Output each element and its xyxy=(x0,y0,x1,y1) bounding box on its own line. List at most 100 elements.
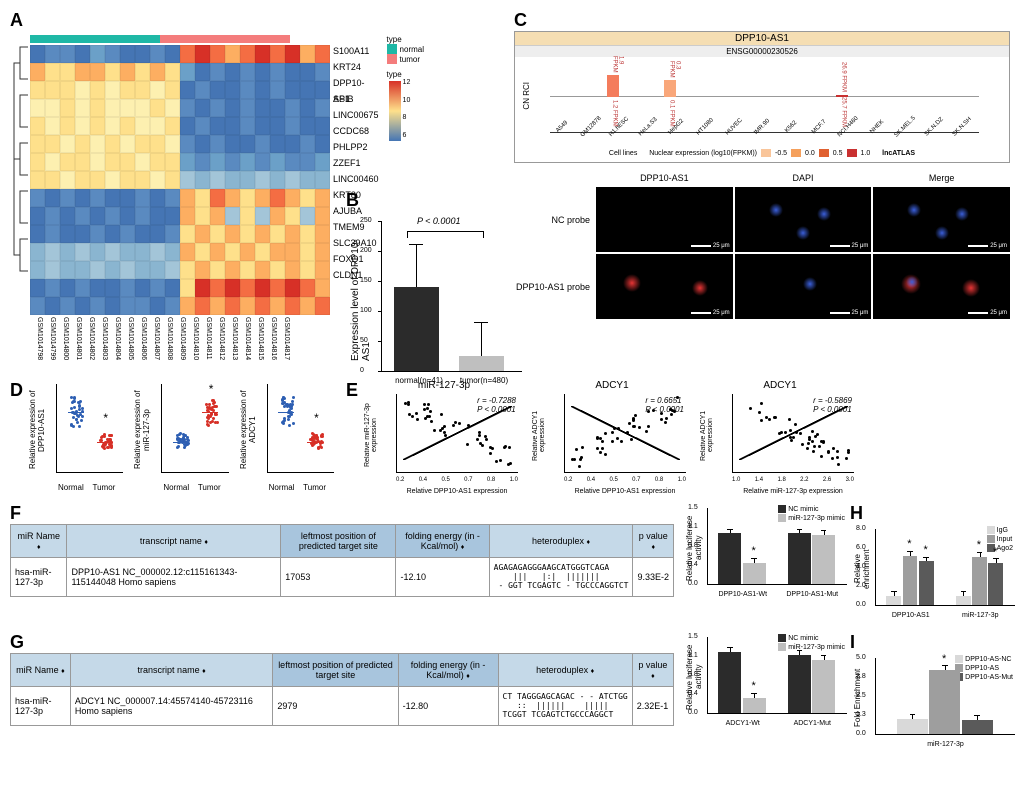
data-point xyxy=(596,447,599,450)
heatmap-cell xyxy=(90,117,105,135)
cell-signal xyxy=(623,274,641,292)
y-tick: 0.8 xyxy=(688,542,698,549)
heatmap-cell xyxy=(210,63,225,81)
heatmap-cell xyxy=(60,261,75,279)
data-point xyxy=(760,419,763,422)
x-label: DPP10-AS1-Wt xyxy=(708,591,778,598)
cell-pos: 17053 xyxy=(281,558,396,597)
heatmap-cell xyxy=(210,189,225,207)
lnc-ylabel: CN RCI xyxy=(522,82,531,110)
heatmap-cell xyxy=(300,225,315,243)
data-point xyxy=(467,424,470,427)
error-bar xyxy=(799,530,800,534)
table-header: leftmost position of predicted target si… xyxy=(273,654,398,687)
heatmap-cell xyxy=(60,171,75,189)
prediction-table: miR Name ♦transcript name ♦leftmost posi… xyxy=(10,524,674,597)
y-tick: 50 xyxy=(360,337,368,344)
heatmap-cell xyxy=(150,279,165,297)
data-point xyxy=(320,434,323,437)
heatmap-cell xyxy=(45,45,60,63)
heatmap-cell xyxy=(75,225,90,243)
heatmap-cell xyxy=(75,81,90,99)
heatmap-cell xyxy=(120,225,135,243)
heatmap-cell xyxy=(135,117,150,135)
fluor-image: 25 μm xyxy=(873,254,1010,319)
heatmap-cell xyxy=(285,225,300,243)
x-label: ADCY1-Mut xyxy=(778,720,848,727)
data-point xyxy=(292,396,295,399)
heatmap-cell xyxy=(135,99,150,117)
data-point xyxy=(73,406,76,409)
heatmap-cell xyxy=(105,207,120,225)
heatmap-cell xyxy=(270,81,285,99)
heatmap-cell xyxy=(210,261,225,279)
heatmap-cell xyxy=(135,63,150,81)
bar xyxy=(394,287,439,371)
panel-H: HRelative enrichmentIgGInputAgo20.02.04.… xyxy=(850,503,1010,624)
cell-energy: -12.10 xyxy=(396,558,489,597)
heatmap-cell xyxy=(45,297,60,315)
data-point xyxy=(177,445,180,448)
heatmap-cell xyxy=(105,81,120,99)
data-point xyxy=(489,452,492,455)
cell-merge xyxy=(935,226,949,240)
corr-ylabel: Relative ADCY1 expression xyxy=(700,398,714,473)
heatmap-cell xyxy=(210,225,225,243)
scale-bar: 25 μm xyxy=(691,243,730,249)
x-label: miR-127-3p xyxy=(946,612,1016,619)
heatmap-cell xyxy=(225,135,240,153)
error-bar xyxy=(996,559,997,563)
heatmap-cell xyxy=(225,171,240,189)
bar xyxy=(812,660,835,713)
heatmap-cell xyxy=(270,261,285,279)
table-header: folding energy (in -Kcal/mol) ♦ xyxy=(398,654,498,687)
heatmap-cell xyxy=(60,153,75,171)
heatmap-cell xyxy=(300,243,315,261)
data-point xyxy=(509,462,512,465)
heatmap-cell xyxy=(240,171,255,189)
heatmap-cell xyxy=(60,189,75,207)
heatmap-cell xyxy=(270,99,285,117)
heatmap-cell xyxy=(225,189,240,207)
error-cap xyxy=(727,647,733,648)
panel-F: FmiR Name ♦transcript name ♦leftmost pos… xyxy=(10,503,674,624)
data-point xyxy=(103,447,106,450)
tick-mark xyxy=(378,281,382,282)
heatmap-cell xyxy=(195,81,210,99)
data-point xyxy=(604,432,607,435)
heatmap-cell xyxy=(75,99,90,117)
heatmap-cell xyxy=(315,207,330,225)
heatmap-cell xyxy=(180,63,195,81)
row-label: DPP10-AS1 xyxy=(330,75,379,91)
data-point xyxy=(645,430,648,433)
heatmap-cell xyxy=(135,135,150,153)
heatmap-cell xyxy=(90,225,105,243)
data-point xyxy=(291,400,294,403)
heatmap-cell xyxy=(150,153,165,171)
heatmap-cell xyxy=(45,153,60,171)
cell-merge xyxy=(907,203,921,217)
heatmap-cell xyxy=(90,153,105,171)
data-point xyxy=(611,431,614,434)
data-point xyxy=(288,415,291,418)
error-bar xyxy=(416,245,417,287)
heatmap-cell xyxy=(30,99,45,117)
table-header: folding energy (in -Kcal/mol) ♦ xyxy=(396,525,489,558)
heatmap-cell xyxy=(240,135,255,153)
heatmap-cell xyxy=(270,135,285,153)
error-cap xyxy=(923,557,929,558)
heatmap-cell xyxy=(165,243,180,261)
heatmap-cell xyxy=(90,135,105,153)
heatmap-row xyxy=(30,225,330,243)
lnc-bar xyxy=(607,75,619,98)
mean-line xyxy=(173,442,189,443)
error-cap xyxy=(474,322,488,323)
fpkm-label: 0.3 FPKM xyxy=(669,61,681,78)
heatmap-cell xyxy=(75,279,90,297)
heatmap-cell xyxy=(300,99,315,117)
heatmap-cell xyxy=(30,135,45,153)
data-point xyxy=(430,420,433,423)
data-point xyxy=(670,413,673,416)
regression-line xyxy=(739,406,848,461)
data-point xyxy=(652,409,655,412)
